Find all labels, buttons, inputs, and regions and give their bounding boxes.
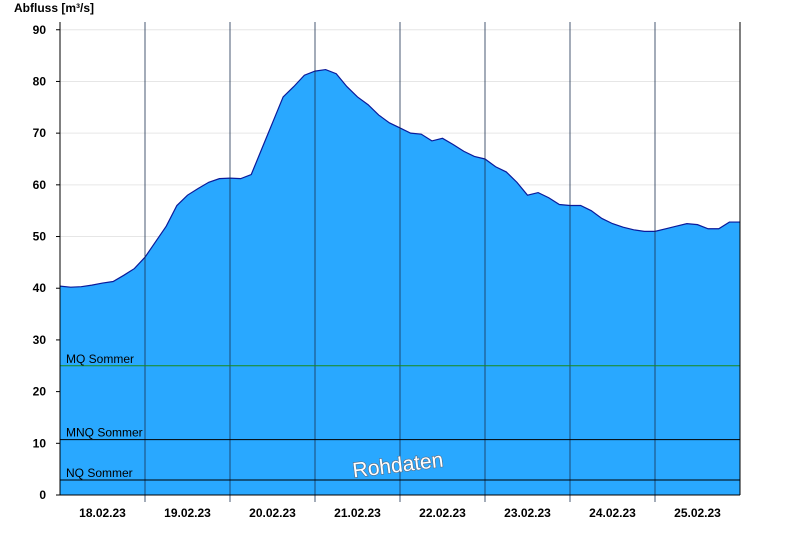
- x-tick-label: 22.02.23: [419, 506, 466, 520]
- reference-label: MQ Sommer: [66, 352, 134, 366]
- x-tick-label: 25.02.23: [674, 506, 721, 520]
- y-tick-label: 0: [39, 488, 46, 502]
- reference-label: NQ Sommer: [66, 466, 133, 480]
- y-tick-label: 60: [33, 178, 47, 192]
- y-tick-label: 10: [33, 436, 47, 450]
- y-tick-label: 70: [33, 126, 47, 140]
- y-tick-label: 20: [33, 385, 47, 399]
- x-tick-label: 23.02.23: [504, 506, 551, 520]
- reference-label: MNQ Sommer: [66, 426, 143, 440]
- y-tick-label: 50: [33, 230, 47, 244]
- y-tick-label: 30: [33, 333, 47, 347]
- x-tick-label: 18.02.23: [79, 506, 126, 520]
- chart-title: Abfluss [m³/s]: [14, 1, 94, 15]
- y-tick-label: 80: [33, 74, 47, 88]
- y-tick-label: 40: [33, 281, 47, 295]
- x-tick-label: 19.02.23: [164, 506, 211, 520]
- x-tick-label: 21.02.23: [334, 506, 381, 520]
- y-tick-label: 90: [33, 23, 47, 37]
- x-tick-label: 20.02.23: [249, 506, 296, 520]
- x-tick-label: 24.02.23: [589, 506, 636, 520]
